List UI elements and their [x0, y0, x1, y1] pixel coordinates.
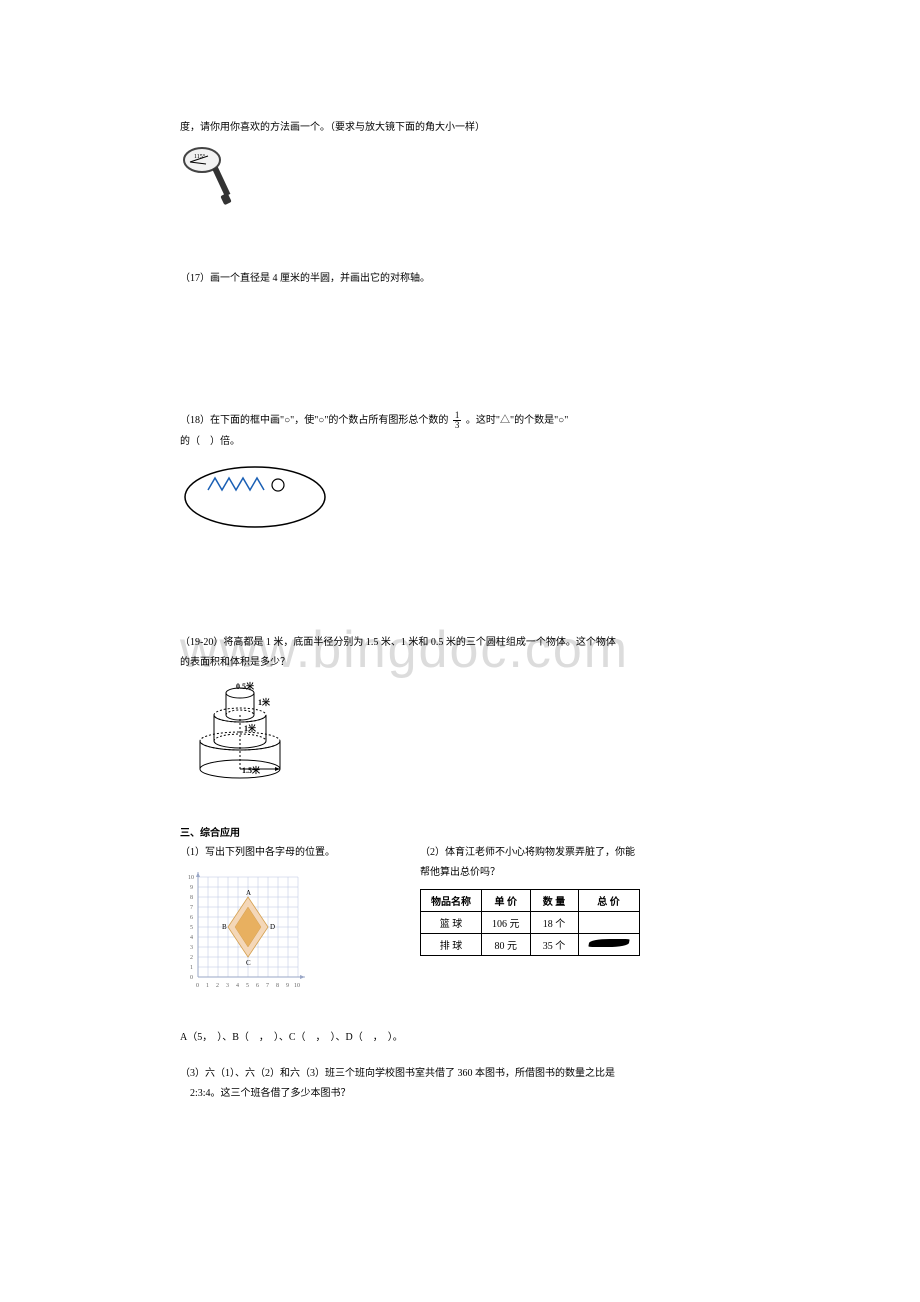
cell-total: [578, 912, 639, 934]
svg-text:9: 9: [286, 983, 289, 989]
frac-den: 3: [453, 421, 462, 430]
svg-text:3: 3: [226, 983, 229, 989]
fraction-one-third: 1 3: [453, 411, 462, 430]
q16-text: 度，请你用你喜欢的方法画一个。（要求与放大镜下面的角大小一样）: [180, 120, 740, 136]
q3-3-text-a: （3）六（1）、六（2）和六（3）班三个班向学校图书室共借了 360 本图书，所…: [180, 1066, 740, 1082]
q18-part-a: （18）在下面的框中画"○"，使"○"的个数占所有图形总个数的: [180, 415, 448, 426]
receipt-table: 物品名称 单 价 数 量 总 价 篮 球 106 元 18 个 排 球: [420, 889, 640, 956]
cell-total-smudge: [578, 934, 639, 956]
svg-text:0: 0: [196, 983, 199, 989]
svg-text:7: 7: [190, 905, 193, 911]
svg-text:8: 8: [276, 983, 279, 989]
svg-text:8: 8: [190, 895, 193, 901]
cell-price: 106 元: [482, 912, 531, 934]
svg-text:10: 10: [188, 875, 194, 881]
svg-text:4: 4: [190, 935, 193, 941]
svg-text:10: 10: [294, 983, 300, 989]
section-3-title: 三、综合应用: [180, 824, 740, 839]
table-row: 排 球 80 元 35 个: [421, 934, 640, 956]
col-price: 单 价: [482, 890, 531, 912]
cell-name: 篮 球: [421, 912, 482, 934]
col-name: 物品名称: [421, 890, 482, 912]
q18-part-b: 。这时"△"的个数是"○": [466, 415, 568, 426]
q3-1-text: （1）写出下列图中各字母的位置。: [180, 845, 390, 861]
coords-line: A（5， ）、B（ ， ）、C（ ， ）、D（ ， ）。: [180, 1030, 740, 1046]
svg-text:3: 3: [190, 945, 193, 951]
cylinder-figure: 0.5米 1米 1米 1.5米: [180, 681, 740, 794]
table-header-row: 物品名称 单 价 数 量 总 价: [421, 890, 640, 912]
q3-2-text-b: 帮他算出总价吗？: [420, 865, 740, 881]
q3-2-text-a: （2）体育江老师不小心将购物发票弄脏了，你能: [420, 845, 740, 861]
svg-text:1.5米: 1.5米: [242, 765, 261, 775]
cell-qty: 18 个: [530, 912, 578, 934]
svg-text:D: D: [270, 923, 275, 931]
angle-label: 115°: [194, 153, 206, 160]
q17-text: （17）画一个直径是 4 厘米的半圆，并画出它的对称轴。: [180, 271, 740, 287]
svg-text:5: 5: [190, 925, 193, 931]
svg-text:4: 4: [236, 983, 239, 989]
svg-text:0.5米: 0.5米: [236, 681, 255, 691]
svg-text:0: 0: [190, 975, 193, 981]
svg-text:1: 1: [206, 983, 209, 989]
q3-3-text-b: 2:3:4。这三个班各借了多少本图书？: [180, 1086, 740, 1102]
ellipse-figure: [180, 462, 740, 535]
q19-text-a: （19-20）将高都是 1 米，底面半径分别为 1.5 米、1 米和 0.5 米…: [180, 635, 740, 651]
svg-text:6: 6: [190, 915, 193, 921]
svg-text:5: 5: [246, 983, 249, 989]
svg-text:B: B: [222, 923, 227, 931]
q19-text-b: 的表面积和体积是多少？: [180, 655, 740, 671]
coordinate-grid: A B C D 0 1 2 3 4 5 6 7 8 9 10 0 1 2 3 4 5 6 7 8 9 10: [180, 867, 390, 1000]
q18-text: （18）在下面的框中画"○"，使"○"的个数占所有图形总个数的 1 3 。这时"…: [180, 411, 740, 430]
cell-qty: 35 个: [530, 934, 578, 956]
svg-text:1米: 1米: [244, 723, 257, 733]
smudge-icon: [588, 939, 629, 947]
svg-text:2: 2: [216, 983, 219, 989]
cell-price: 80 元: [482, 934, 531, 956]
svg-text:1: 1: [190, 965, 193, 971]
svg-text:1米: 1米: [258, 697, 271, 707]
table-row: 篮 球 106 元 18 个: [421, 912, 640, 934]
svg-text:A: A: [246, 889, 251, 897]
svg-text:2: 2: [190, 955, 193, 961]
q18-text-2: 的（ ）倍。: [180, 434, 740, 450]
cell-name: 排 球: [421, 934, 482, 956]
magnifier-figure: 115°: [180, 144, 740, 211]
col-total: 总 价: [578, 890, 639, 912]
svg-text:C: C: [246, 959, 251, 967]
svg-text:7: 7: [266, 983, 269, 989]
svg-text:9: 9: [190, 885, 193, 891]
svg-text:6: 6: [256, 983, 259, 989]
col-qty: 数 量: [530, 890, 578, 912]
